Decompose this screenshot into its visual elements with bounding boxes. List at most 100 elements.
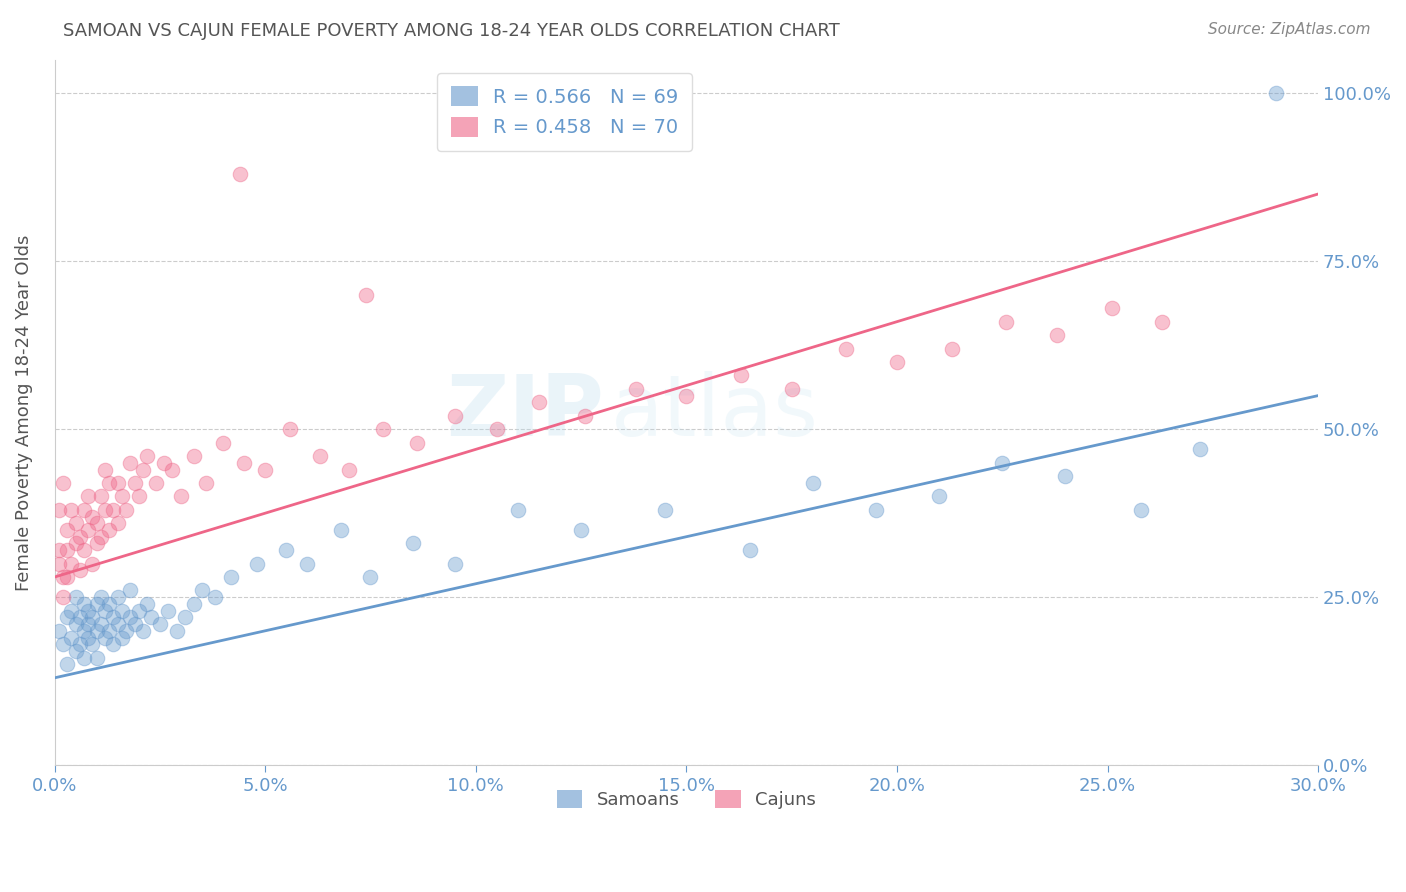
- Point: [1101, 301, 1123, 316]
- Point: [136, 449, 159, 463]
- Point: [56, 543, 79, 558]
- Point: [65, 644, 87, 658]
- Point: [443, 557, 465, 571]
- Point: [98, 597, 121, 611]
- Point: [337, 462, 360, 476]
- Point: [94, 462, 117, 476]
- Point: [124, 475, 146, 490]
- Point: [69, 637, 91, 651]
- Point: [195, 475, 218, 490]
- Point: [77, 604, 100, 618]
- Point: [174, 610, 197, 624]
- Point: [48, 503, 70, 517]
- Point: [82, 557, 104, 571]
- Point: [73, 624, 96, 638]
- Point: [52, 637, 75, 651]
- Point: [254, 462, 277, 476]
- Point: [1130, 503, 1153, 517]
- Point: [56, 657, 79, 672]
- Point: [69, 563, 91, 577]
- Point: [77, 523, 100, 537]
- Point: [212, 435, 235, 450]
- Legend: Samoans, Cajuns: Samoans, Cajuns: [550, 782, 823, 816]
- Point: [405, 435, 427, 450]
- Point: [103, 503, 125, 517]
- Point: [86, 650, 108, 665]
- Point: [86, 624, 108, 638]
- Point: [624, 382, 647, 396]
- Point: [865, 503, 887, 517]
- Point: [136, 597, 159, 611]
- Point: [229, 167, 252, 181]
- Point: [48, 543, 70, 558]
- Point: [94, 604, 117, 618]
- Point: [233, 456, 256, 470]
- Point: [73, 503, 96, 517]
- Point: [107, 617, 129, 632]
- Point: [86, 597, 108, 611]
- Point: [77, 617, 100, 632]
- Point: [111, 490, 134, 504]
- Point: [835, 342, 858, 356]
- Point: [48, 557, 70, 571]
- Point: [98, 624, 121, 638]
- Point: [52, 570, 75, 584]
- Text: SAMOAN VS CAJUN FEMALE POVERTY AMONG 18-24 YEAR OLDS CORRELATION CHART: SAMOAN VS CAJUN FEMALE POVERTY AMONG 18-…: [63, 22, 839, 40]
- Point: [183, 597, 205, 611]
- Point: [111, 604, 134, 618]
- Point: [52, 475, 75, 490]
- Point: [60, 604, 83, 618]
- Point: [56, 610, 79, 624]
- Point: [90, 490, 112, 504]
- Point: [246, 557, 269, 571]
- Point: [73, 650, 96, 665]
- Point: [73, 543, 96, 558]
- Point: [1054, 469, 1077, 483]
- Point: [132, 624, 155, 638]
- Point: [329, 523, 352, 537]
- Point: [65, 516, 87, 531]
- Point: [90, 591, 112, 605]
- Point: [120, 583, 142, 598]
- Point: [111, 631, 134, 645]
- Point: [86, 516, 108, 531]
- Point: [574, 409, 596, 423]
- Point: [204, 591, 226, 605]
- Point: [183, 449, 205, 463]
- Point: [1265, 86, 1288, 100]
- Point: [82, 637, 104, 651]
- Point: [221, 570, 243, 584]
- Point: [82, 509, 104, 524]
- Point: [297, 557, 319, 571]
- Point: [65, 536, 87, 550]
- Point: [86, 536, 108, 550]
- Point: [941, 342, 963, 356]
- Point: [128, 490, 150, 504]
- Point: [124, 617, 146, 632]
- Point: [309, 449, 332, 463]
- Point: [52, 591, 75, 605]
- Point: [401, 536, 423, 550]
- Point: [98, 475, 121, 490]
- Point: [115, 503, 138, 517]
- Point: [98, 523, 121, 537]
- Point: [730, 368, 752, 383]
- Point: [60, 557, 83, 571]
- Point: [120, 610, 142, 624]
- Point: [191, 583, 214, 598]
- Point: [675, 389, 697, 403]
- Point: [77, 631, 100, 645]
- Point: [56, 570, 79, 584]
- Point: [69, 610, 91, 624]
- Point: [738, 543, 761, 558]
- Point: [115, 624, 138, 638]
- Point: [569, 523, 592, 537]
- Point: [157, 604, 180, 618]
- Point: [90, 617, 112, 632]
- Point: [60, 631, 83, 645]
- Point: [276, 543, 298, 558]
- Point: [94, 503, 117, 517]
- Point: [48, 624, 70, 638]
- Point: [141, 610, 163, 624]
- Point: [103, 610, 125, 624]
